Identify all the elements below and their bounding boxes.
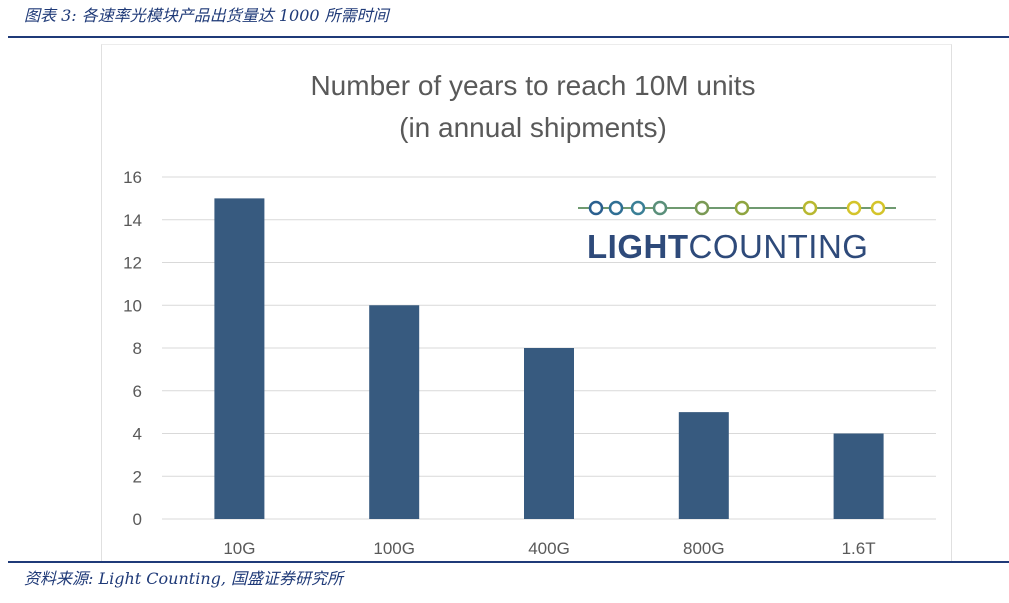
logo-dot [608,200,624,216]
bar-1-6t [833,433,884,519]
x-tick-labels: 10G 100G 400G 800G 1.6T [223,539,875,558]
logo-text-bold: LIGHT [587,228,688,265]
y-tick-label: 8 [133,339,142,358]
chart-panel: Number of years to reach 10M units (in a… [101,44,952,562]
x-tick-label: 10G [223,539,255,558]
chart-title: Number of years to reach 10M units [310,70,755,101]
bar-400g [524,348,574,519]
source-note: 资料来源: Light Counting, 国盛证券研究所 [24,569,344,588]
logo-dot [694,200,710,216]
y-tick-label: 12 [123,254,142,273]
bar-10g [214,198,265,519]
y-tick-label: 2 [133,467,142,486]
chart-subtitle: (in annual shipments) [399,112,667,143]
bars [214,198,884,519]
logo-text-light: COUNTING [688,228,868,265]
y-tick-label: 4 [133,425,142,444]
top-rule [8,36,1009,38]
figure-caption: 图表 3: 各速率光模块产品出货量达 1000 所需时间 [24,6,389,25]
logo-dot [802,200,818,216]
logo-dot [630,200,646,216]
y-tick-labels: 0 2 4 6 8 10 12 14 16 [123,168,142,529]
x-tick-label: 800G [683,539,725,558]
bottom-rule [8,561,1009,563]
logo-wordmark: LIGHTCOUNTING [587,228,868,265]
logo-dot [652,200,668,216]
y-tick-label: 10 [123,296,142,315]
y-tick-label: 6 [133,382,142,401]
bar-100g [369,305,420,519]
logo-dot [870,200,886,216]
bar-chart: Number of years to reach 10M units (in a… [123,70,936,558]
logo-dot-chain [578,200,896,216]
logo-dot [588,200,604,216]
y-tick-label: 14 [123,211,142,230]
logo-dot [846,200,862,216]
x-tick-label: 100G [373,539,415,558]
bar-800g [678,412,729,519]
x-tick-label: 400G [528,539,570,558]
lightcounting-logo: LIGHTCOUNTING [578,200,896,265]
y-tick-label: 16 [123,168,142,187]
x-tick-label: 1.6T [842,539,876,558]
y-tick-label: 0 [133,510,142,529]
logo-dot [734,200,750,216]
